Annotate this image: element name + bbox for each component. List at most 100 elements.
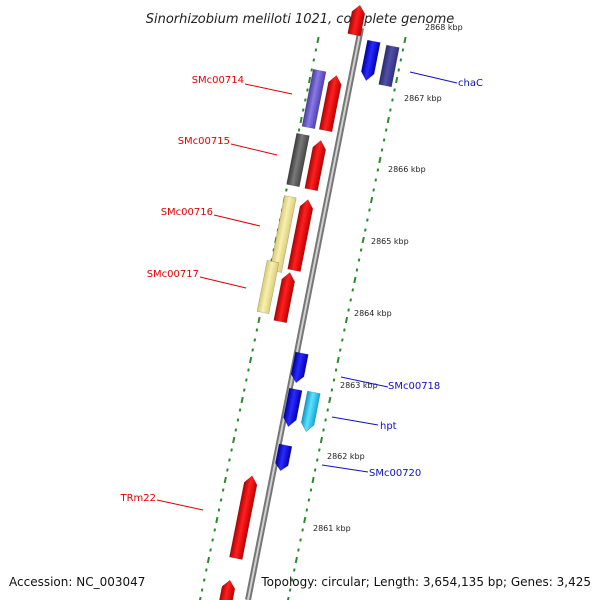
scale-tick xyxy=(344,316,349,324)
gene-label-trm22[interactable]: TRm22 xyxy=(119,493,156,504)
gene-features xyxy=(217,4,400,600)
scale-tick xyxy=(369,196,374,204)
scale-tick xyxy=(238,408,242,412)
scale-tick xyxy=(309,488,313,492)
scale-label-2866: 2866 kbp xyxy=(388,165,426,174)
gene-red-bottom[interactable] xyxy=(217,579,237,600)
genome-summary-text: Topology: circular; Length: 3,654,135 bp… xyxy=(260,575,591,589)
gene-red-top[interactable] xyxy=(347,4,367,37)
scale-tick xyxy=(297,128,301,132)
scale-tick xyxy=(315,458,319,462)
scale-tick xyxy=(234,428,238,432)
gene-smc00717-red[interactable] xyxy=(273,271,296,324)
scale-tick xyxy=(330,388,334,392)
scale-tick xyxy=(326,408,329,412)
scale-tick xyxy=(399,58,403,62)
gene-label-smc00715[interactable]: SMc00715 xyxy=(178,136,230,147)
scale-tick xyxy=(349,298,352,302)
gene-label-smc00720[interactable]: SMc00720 xyxy=(369,468,421,479)
scale-tick xyxy=(206,556,211,564)
scale-tick xyxy=(336,356,340,364)
scale-tick xyxy=(307,76,312,84)
scale-tick xyxy=(319,436,324,444)
scale-tick xyxy=(215,516,219,524)
scale-tick xyxy=(332,378,336,382)
scale-tick xyxy=(378,156,382,164)
gene-labels-right: chaC SMc00718 hpt SMc00720 xyxy=(321,71,483,479)
gene-smc00716-yellow[interactable] xyxy=(269,195,297,273)
gene-smc00720-blue[interactable] xyxy=(274,443,293,472)
scale-tick xyxy=(314,48,318,52)
gene-label-smc00717[interactable]: SMc00717 xyxy=(147,269,199,280)
scale-tick xyxy=(307,498,311,502)
scale-tick xyxy=(380,148,384,152)
gene-trm22-red[interactable] xyxy=(229,475,258,560)
scale-label-2868: 2868 kbp xyxy=(425,23,463,32)
scale-tick xyxy=(322,428,325,432)
scale-tick xyxy=(304,98,307,102)
scale-tick xyxy=(240,396,244,404)
gene-label-hpt[interactable]: hpt xyxy=(380,421,397,432)
scale-tick xyxy=(351,288,355,292)
scale-tick xyxy=(285,188,288,192)
scale-tick xyxy=(198,596,202,600)
scale-tick xyxy=(359,248,363,252)
gene-labels-left: SMc00714 SMc00715 SMc00716 SMc00717 TRm2… xyxy=(119,75,293,511)
scale-tick xyxy=(376,168,380,172)
scale-tick xyxy=(221,488,225,492)
scale-label-2861: 2861 kbp xyxy=(313,524,351,533)
gene-chac-blue[interactable] xyxy=(360,39,381,82)
scale-tick xyxy=(270,258,273,262)
scale-tick xyxy=(306,88,309,92)
scale-tick xyxy=(313,468,317,472)
gene-smc00715-red[interactable] xyxy=(304,139,327,192)
scale-tick xyxy=(211,538,214,542)
scale-tick xyxy=(395,76,399,84)
scale-tick xyxy=(361,236,365,244)
scale-tick xyxy=(242,388,246,392)
gene-smc00717-yellow[interactable] xyxy=(256,259,280,315)
scale-tick xyxy=(226,468,229,472)
scale-tick xyxy=(401,48,405,52)
gene-smc00714-purple[interactable] xyxy=(301,68,327,130)
scale-tick xyxy=(366,218,369,222)
scale-tick xyxy=(253,338,257,342)
gene-label-smc00714[interactable]: SMc00714 xyxy=(192,75,244,86)
gene-hpt-blue[interactable] xyxy=(282,387,303,428)
scale-tick xyxy=(391,98,394,102)
map-title: Sinorhizobium meliloti 1021, complete ge… xyxy=(146,12,455,27)
scale-label-2864: 2864 kbp xyxy=(354,309,392,318)
scale-tick xyxy=(372,188,375,192)
scale-tick xyxy=(338,348,342,352)
gene-chac-navy[interactable] xyxy=(378,44,400,88)
scale-tick xyxy=(393,88,396,92)
accession-text: Accession: NC_003047 xyxy=(9,575,145,589)
scale-tick xyxy=(353,276,357,284)
scale-tick xyxy=(357,258,361,262)
gene-smc00714-red[interactable] xyxy=(318,74,343,133)
gene-smc00716-red[interactable] xyxy=(287,198,315,272)
scale-tick xyxy=(312,58,316,62)
scale-tick xyxy=(311,476,315,484)
gene-label-smc00716[interactable]: SMc00716 xyxy=(161,207,213,218)
right-scale-ring xyxy=(286,36,407,600)
gene-hpt-cyan[interactable] xyxy=(300,390,321,433)
gene-label-chac[interactable]: chaC xyxy=(458,78,483,89)
scale-tick xyxy=(316,36,320,44)
scale-tick xyxy=(248,356,253,364)
genome-backbone xyxy=(245,27,364,600)
scale-tick xyxy=(219,498,223,502)
scale-tick xyxy=(301,528,304,532)
scale-tick xyxy=(355,268,359,272)
scale-tick xyxy=(202,578,206,582)
scale-tick xyxy=(310,68,313,72)
scale-tick xyxy=(324,418,327,422)
scale-tick xyxy=(257,316,261,324)
scale-tick xyxy=(364,228,367,232)
scale-tick xyxy=(286,596,290,600)
gene-label-smc00718[interactable]: SMc00718 xyxy=(388,381,440,392)
scale-tick xyxy=(228,458,231,462)
gene-smc00718-blue[interactable] xyxy=(290,351,309,384)
gene-smc00715-gray[interactable] xyxy=(286,132,310,188)
